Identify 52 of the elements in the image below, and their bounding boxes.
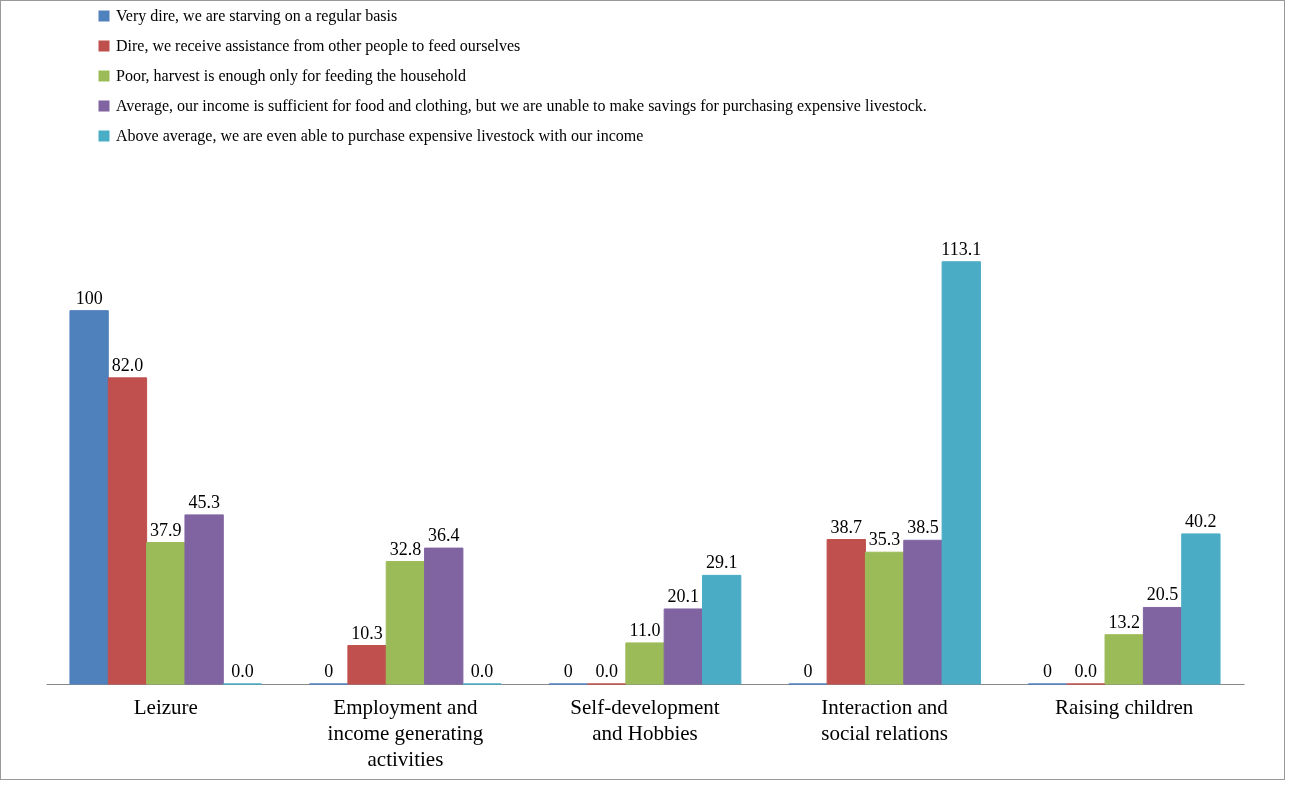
data-label: 0.0	[595, 661, 618, 681]
data-label: 37.9	[150, 519, 182, 540]
legend-label: Poor, harvest is enough only for feeding the household	[116, 67, 466, 85]
bar	[69, 310, 109, 685]
data-label: 0	[803, 661, 813, 681]
data-label: 0	[1043, 661, 1053, 681]
data-label: 10.3	[351, 622, 383, 643]
data-label: 20.5	[1146, 584, 1179, 605]
data-label: 13.2	[1108, 611, 1140, 632]
bar	[184, 514, 224, 685]
x-tick-label: Self-development and Hobbies	[570, 694, 720, 745]
legend-label: Above average, we are even able to purchase expensive livestock with our income	[116, 127, 644, 145]
data-label: 113.1	[941, 238, 982, 259]
bar	[146, 542, 186, 685]
data-label: 29.1	[705, 552, 738, 573]
data-label: 100	[75, 287, 103, 308]
data-label: 38.5	[907, 517, 939, 538]
data-label: 0.0	[470, 661, 494, 681]
bar	[625, 642, 665, 685]
data-label: 0	[324, 661, 334, 681]
x-tick-label: Leizure	[133, 694, 198, 719]
x-tick-label: Interaction and social relations	[821, 694, 949, 745]
x-tick-label: Raising children	[1055, 694, 1194, 719]
data-label: 0.0	[1074, 661, 1098, 681]
bar	[385, 561, 426, 685]
data-label: 45.3	[188, 491, 220, 512]
bar	[903, 539, 943, 685]
bar	[663, 608, 703, 685]
data-label: 40.2	[1185, 510, 1217, 531]
bar	[864, 551, 905, 685]
bar	[424, 547, 464, 685]
bar	[702, 574, 742, 685]
data-label: 20.1	[667, 585, 700, 606]
legend-label: Dire, we receive assistance from other people to feed ourselves	[116, 37, 521, 55]
bar	[1181, 533, 1221, 685]
legend-label: Very dire, we are starving on a regular basis	[116, 7, 398, 25]
data-label: 32.8	[389, 538, 422, 559]
data-label: 0.0	[231, 661, 254, 681]
bar	[347, 645, 387, 685]
bar	[107, 377, 148, 685]
data-label: 38.7	[830, 516, 863, 537]
bar	[1142, 606, 1183, 685]
data-label: 36.4	[427, 525, 460, 546]
legend-label: Average, our income is sufficient for food and clothing, but we are unable to make savings for purchasing expensive livestock.	[116, 97, 927, 115]
bar	[1104, 634, 1144, 685]
data-label: 82.0	[111, 354, 144, 375]
x-tick-label: Employment and income generating activities	[327, 694, 484, 771]
data-label: 35.3	[868, 529, 901, 550]
bar	[941, 261, 981, 685]
data-label: 0	[563, 661, 573, 681]
data-label: 11.0	[629, 619, 661, 640]
bar	[826, 539, 866, 685]
